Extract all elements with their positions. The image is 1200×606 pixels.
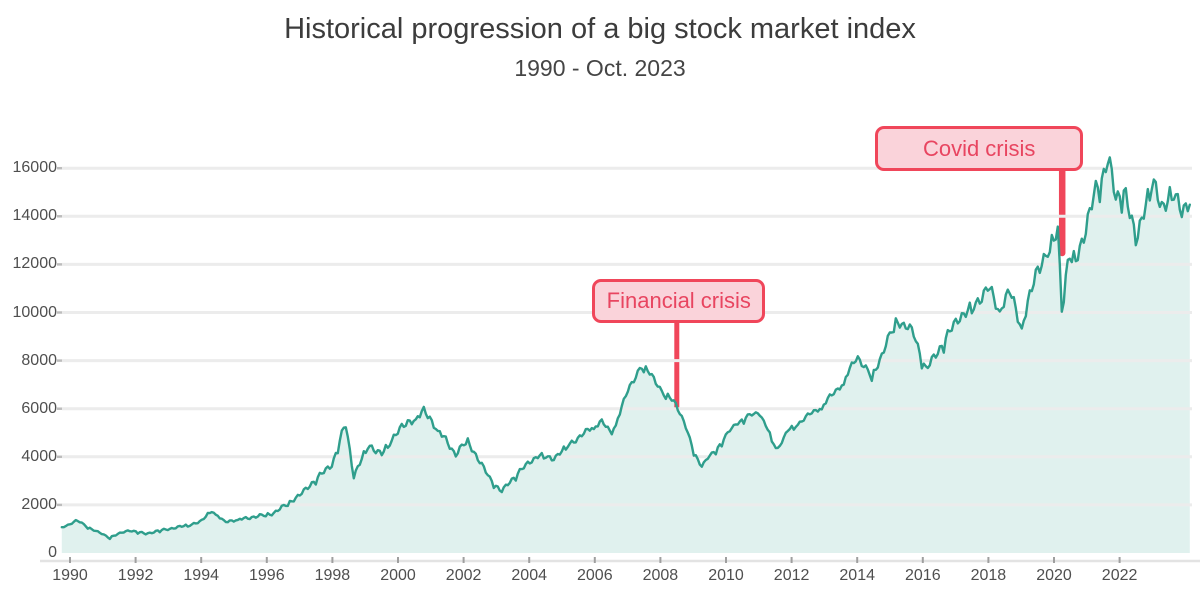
x-axis-tick-label: 1998	[314, 567, 351, 584]
x-axis-tick-label: 1994	[183, 567, 219, 584]
x-axis-tick-label: 2022	[1101, 567, 1138, 584]
index-line	[60, 156, 1191, 541]
x-axis-tick-label: 2016	[905, 567, 941, 584]
x-axis-tick-label: 2002	[445, 567, 482, 584]
y-axis-tick-label: 16000	[12, 159, 58, 177]
x-axis-tick-label: 2006	[577, 567, 613, 584]
x-axis-tick-label: 2018	[970, 567, 1007, 584]
x-axis-tick-label: 2014	[839, 567, 875, 584]
y-axis-tick-label: 10000	[12, 303, 58, 321]
x-axis-tick-label: 2000	[380, 567, 416, 584]
y-axis-tick-label: 4000	[21, 447, 57, 465]
y-axis-tick-label: 6000	[21, 399, 57, 417]
annotation-covid-crisis-label: Covid crisis	[922, 135, 1036, 161]
chart-title: Historical progression of a big stock ma…	[284, 13, 916, 45]
y-axis-tick-label: 8000	[21, 351, 57, 369]
y-axis-tick-label: 0	[48, 544, 57, 561]
x-axis-tick-label: 2010	[708, 567, 744, 584]
y-axis-tick-label: 12000	[12, 255, 58, 273]
chart-subtitle: 1990 - Oct. 2023	[514, 55, 686, 81]
y-axis-tick-label: 14000	[12, 207, 58, 225]
index-area-fill	[61, 157, 1190, 553]
x-axis-tick-label: 2012	[773, 567, 810, 584]
x-axis-tick-label: 2004	[511, 567, 547, 584]
x-axis-tick-label: 1992	[117, 567, 154, 584]
y-axis-tick-label: 2000	[21, 495, 57, 513]
x-axis-tick-label: 1990	[52, 567, 88, 584]
x-axis-tick-label: 2020	[1036, 567, 1072, 584]
annotation-covid-crisis: Covid crisis	[875, 126, 1084, 171]
x-axis-tick-label: 1996	[249, 567, 285, 584]
x-axis-tick-label: 2008	[642, 567, 679, 584]
annotation-financial-crisis-label: Financial crisis	[606, 288, 751, 314]
annotation-financial-crisis: Financial crisis	[592, 279, 766, 324]
